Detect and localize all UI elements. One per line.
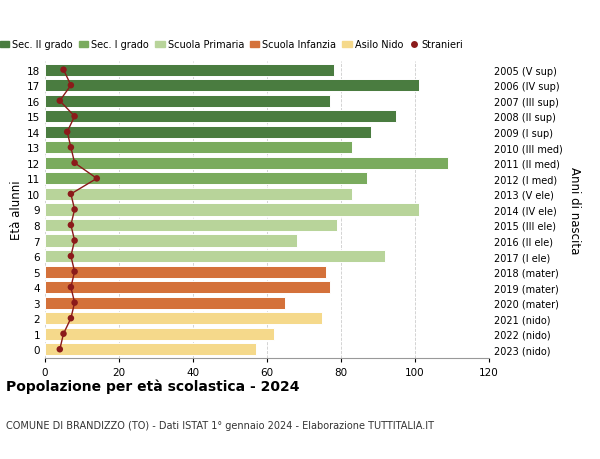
Point bbox=[66, 253, 76, 260]
Bar bbox=[45, 64, 334, 77]
Bar bbox=[45, 204, 419, 216]
Bar bbox=[45, 219, 337, 231]
Text: COMUNE DI BRANDIZZO (TO) - Dati ISTAT 1° gennaio 2024 - Elaborazione TUTTITALIA.: COMUNE DI BRANDIZZO (TO) - Dati ISTAT 1°… bbox=[6, 420, 434, 430]
Bar bbox=[45, 80, 419, 92]
Point bbox=[70, 160, 79, 167]
Y-axis label: Anni di nascita: Anni di nascita bbox=[568, 167, 581, 253]
Bar bbox=[45, 343, 256, 356]
Point bbox=[70, 113, 79, 121]
Bar bbox=[45, 251, 385, 263]
Point bbox=[66, 144, 76, 151]
Bar bbox=[45, 297, 286, 309]
Point bbox=[59, 330, 68, 338]
Point bbox=[66, 191, 76, 198]
Legend: Sec. II grado, Sec. I grado, Scuola Primaria, Scuola Infanzia, Asilo Nido, Stran: Sec. II grado, Sec. I grado, Scuola Prim… bbox=[0, 36, 467, 54]
Bar bbox=[45, 157, 448, 169]
Bar bbox=[45, 173, 367, 185]
Point bbox=[70, 207, 79, 214]
Point bbox=[55, 98, 65, 105]
Bar bbox=[45, 95, 330, 107]
Point bbox=[70, 237, 79, 245]
Point bbox=[70, 269, 79, 276]
Point bbox=[66, 315, 76, 322]
Bar bbox=[45, 126, 371, 139]
Point bbox=[66, 222, 76, 229]
Bar bbox=[45, 281, 330, 294]
Bar bbox=[45, 189, 352, 201]
Point bbox=[66, 82, 76, 90]
Point bbox=[62, 129, 72, 136]
Point bbox=[59, 67, 68, 74]
Y-axis label: Età alunni: Età alunni bbox=[10, 180, 23, 240]
Text: Popolazione per età scolastica - 2024: Popolazione per età scolastica - 2024 bbox=[6, 379, 299, 393]
Point bbox=[55, 346, 65, 353]
Point bbox=[92, 175, 101, 183]
Bar bbox=[45, 328, 274, 340]
Bar bbox=[45, 266, 326, 278]
Bar bbox=[45, 313, 323, 325]
Bar bbox=[45, 235, 296, 247]
Point bbox=[70, 299, 79, 307]
Bar bbox=[45, 142, 352, 154]
Bar bbox=[45, 111, 397, 123]
Point bbox=[66, 284, 76, 291]
